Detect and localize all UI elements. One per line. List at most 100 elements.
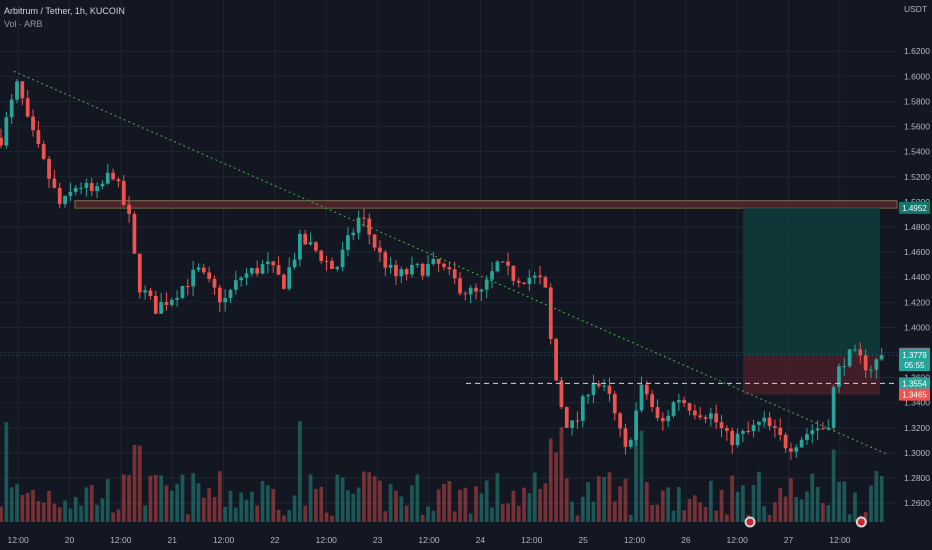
candle-body <box>602 385 606 387</box>
volume-bar <box>783 496 788 522</box>
candle-body <box>783 434 788 449</box>
position-zones <box>74 200 898 395</box>
candle-body <box>580 396 585 421</box>
candle-body <box>847 349 852 367</box>
price-tick-label: 1.5400 <box>904 147 930 157</box>
candle-body <box>725 428 729 431</box>
candle-body <box>223 297 228 303</box>
volume-bar <box>644 482 649 522</box>
price-tick-label: 1.5600 <box>904 122 930 132</box>
candle-body <box>735 433 740 446</box>
candle-body <box>548 287 553 340</box>
candle-body <box>111 172 115 180</box>
candle-body <box>708 413 713 419</box>
candle-body <box>794 447 799 452</box>
volume-bar <box>260 481 265 522</box>
candle-body <box>52 178 57 188</box>
volume-bar <box>484 480 489 522</box>
volume-bar <box>463 487 468 522</box>
volume-bar <box>676 487 681 522</box>
candle-body <box>4 117 9 146</box>
price-tick-label: 1.5000 <box>904 197 930 207</box>
price-tick-label: 1.5800 <box>904 96 930 106</box>
volume-bar <box>500 504 505 522</box>
candle-body <box>863 355 868 371</box>
volume-bar <box>282 515 286 522</box>
price-tick-label: 1.4800 <box>904 222 930 232</box>
volume-bar <box>853 492 857 522</box>
candle-body <box>68 191 73 196</box>
volume-bar <box>821 503 825 522</box>
entry-price-badge: 1.3554 <box>902 379 927 388</box>
candle-body <box>180 286 185 298</box>
volume-bar <box>324 512 329 522</box>
volume-bar <box>367 472 372 522</box>
candle-body <box>9 99 14 118</box>
volume-bar <box>175 483 180 522</box>
candle-body <box>100 183 105 187</box>
candle-body <box>714 413 719 423</box>
candle-body <box>105 172 110 184</box>
volume-bar <box>191 473 196 522</box>
candle-body <box>362 217 366 219</box>
candle-body <box>458 278 462 294</box>
candle-body <box>858 349 863 356</box>
candle-body <box>532 275 537 278</box>
time-tick-label: 23 <box>373 535 383 545</box>
candle-body <box>367 218 372 235</box>
candle-body <box>388 264 393 268</box>
volume-bar <box>495 473 500 522</box>
candle-body <box>623 428 628 447</box>
volume-bar <box>757 471 761 522</box>
candle-body <box>410 264 414 275</box>
volume-bar <box>276 509 281 522</box>
volume-bar <box>570 501 574 522</box>
candle-body <box>869 369 873 371</box>
volume-bar <box>506 503 510 522</box>
volume-bar <box>0 506 3 522</box>
candle-body <box>511 265 516 281</box>
candle-body <box>175 297 180 300</box>
candle-body <box>271 261 276 266</box>
candle-body <box>228 289 233 298</box>
volume-bar <box>458 489 462 522</box>
candle-body <box>121 181 126 205</box>
candle-body <box>169 299 174 305</box>
price-tick-label: 1.3200 <box>904 423 930 433</box>
volume-bar <box>789 478 793 522</box>
volume-bar <box>20 494 25 522</box>
time-tick-label: 12:00 <box>727 535 749 545</box>
volume-bar <box>767 514 772 522</box>
volume-bar <box>41 502 46 522</box>
candle-body <box>282 274 286 289</box>
volume-bar <box>735 491 740 522</box>
volume-bar <box>180 474 185 522</box>
candle-body <box>826 427 831 430</box>
volume-bar <box>751 484 756 522</box>
candle-body <box>212 278 217 288</box>
volume-bar <box>164 485 169 522</box>
volume-bar <box>826 505 831 522</box>
candle-body <box>468 287 473 295</box>
volume-bar <box>249 491 254 522</box>
price-axis: 1.6200 1.6000 1.5800 1.5600 1.5400 1.5200 1.50… <box>899 4 930 508</box>
trend-line <box>13 70 888 455</box>
candle-body <box>217 287 222 303</box>
candle-body <box>495 261 500 272</box>
current-price-badge-bg <box>899 349 930 372</box>
price-tick-label: 1.5200 <box>904 172 930 182</box>
chart-title: Arbitrum / Tether, 1h, KUCOIN <box>4 6 125 16</box>
candle-body <box>255 267 260 274</box>
candle-body <box>837 366 841 387</box>
time-tick-label: 24 <box>476 535 486 545</box>
overlay-lines <box>0 70 897 528</box>
volume-bar <box>580 496 585 522</box>
volume-bar <box>153 474 158 522</box>
candle-body <box>821 428 825 430</box>
volume-bar <box>340 477 345 522</box>
candle-body <box>319 250 324 261</box>
candle-body <box>330 260 334 269</box>
candle-body <box>607 385 612 394</box>
volume-bar <box>159 475 163 522</box>
